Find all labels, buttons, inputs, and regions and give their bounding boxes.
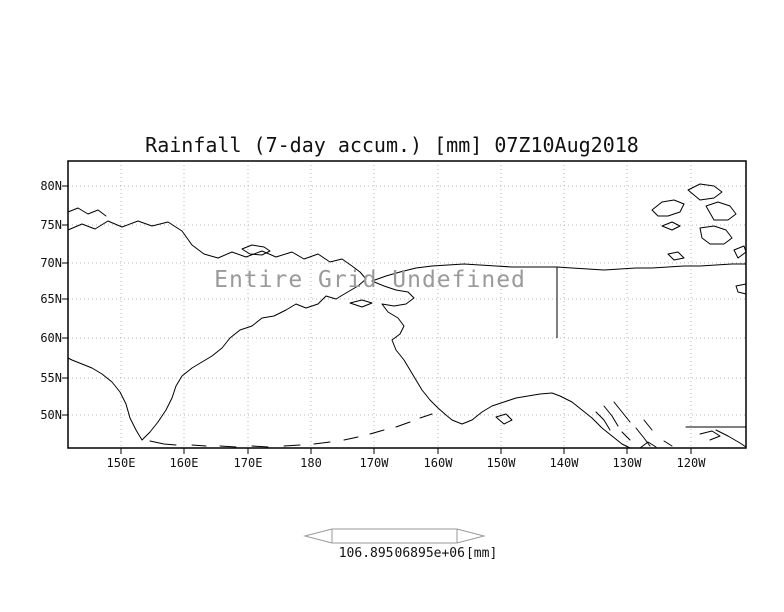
x-tick-label-150e: 150E (106, 456, 136, 470)
y-tick-label-65n: 65N (40, 292, 62, 306)
colorbar (303, 528, 486, 544)
x-tick-label-130w: 130W (612, 456, 642, 470)
gridlines (68, 161, 746, 448)
colorbar-units-label: [mm] (465, 546, 498, 561)
x-tick-label-140w: 140W (549, 456, 579, 470)
y-tick-label-75n: 75N (40, 218, 62, 232)
y-tick-label-50n: 50N (40, 408, 62, 422)
colorbar-tick-label-right: 06895e+06 (394, 546, 465, 561)
y-tick-label-60n: 60N (40, 331, 62, 345)
y-tick-label-80n: 80N (40, 179, 62, 193)
x-tick-label-180: 180 (300, 456, 322, 470)
plot-title: Rainfall (7-day accum.) [mm] 07Z10Aug201… (145, 133, 639, 157)
colorbar-labels: 106.895 06895e+06 [mm] (26, 546, 784, 561)
x-tick-label-170e: 170E (233, 456, 263, 470)
undefined-grid-label: Entire Grid Undefined (214, 267, 526, 293)
y-tick-label-55n: 55N (40, 371, 62, 385)
coastlines (67, 183, 747, 449)
x-tick-label-160e: 160E (169, 456, 199, 470)
x-tick-label-170w: 170W (359, 456, 389, 470)
x-tick-label-160w: 160W (423, 456, 453, 470)
y-tick-label-70n: 70N (40, 256, 62, 270)
colorbar-tick-label-left: 106.895 (338, 546, 394, 561)
x-tick-label-120w: 120W (676, 456, 706, 470)
map-frame (67, 160, 747, 449)
x-tick-label-150w: 150W (486, 456, 516, 470)
axis-tick-marks (62, 185, 692, 454)
